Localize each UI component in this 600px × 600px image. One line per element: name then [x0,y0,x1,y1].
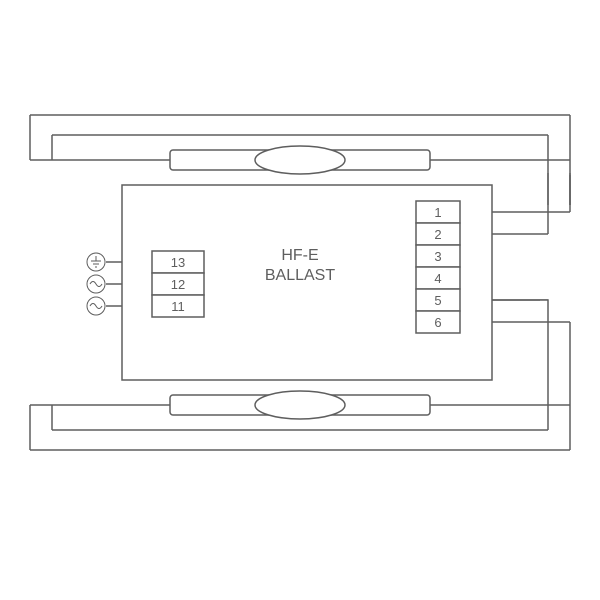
ac-icon-2 [87,297,105,315]
terminal-4: 4 [434,271,441,286]
terminal-3: 3 [434,249,441,264]
lamp-top [170,146,430,174]
ac-icon-1 [87,275,105,293]
terminal-1: 1 [434,205,441,220]
terminal-5: 5 [434,293,441,308]
ballast-label-2: BALLAST [265,267,335,284]
left-terminal-block: 13 12 11 [152,251,204,317]
ballast-label-1: HF-E [281,247,318,264]
terminal-2: 2 [434,227,441,242]
earth-icon [87,253,105,271]
terminal-6: 6 [434,315,441,330]
right-terminal-block: 1 2 3 4 5 6 [416,201,460,333]
terminal-12: 12 [171,277,185,292]
lamp-bottom [170,391,430,419]
terminal-13: 13 [171,255,185,270]
wiring-diagram: HF-E BALLAST 13 12 11 1 2 3 4 5 6 [0,0,600,600]
terminal-11: 11 [171,299,185,314]
